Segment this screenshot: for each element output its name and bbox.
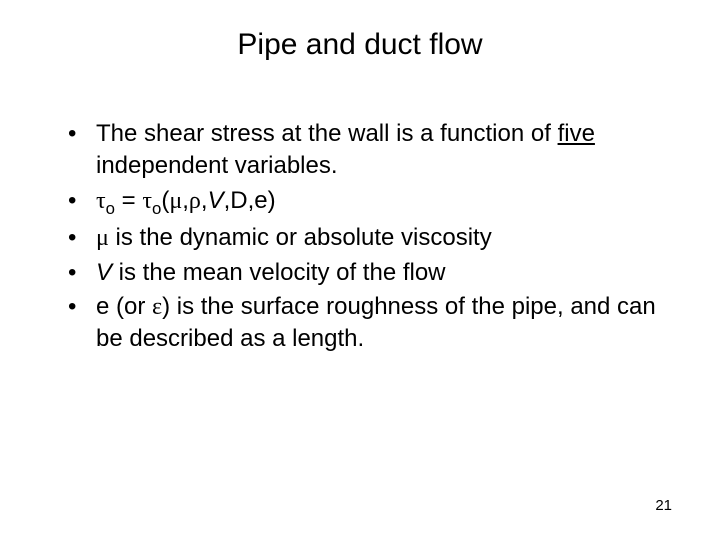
variable-V: V — [96, 259, 112, 286]
page-number: 21 — [655, 497, 672, 514]
slide: Pipe and duct flow The shear stress at t… — [0, 0, 720, 540]
bullet-text: is the dynamic or absolute viscosity — [109, 224, 492, 251]
subscript-o: o — [106, 199, 115, 218]
symbol-tau: τ — [96, 188, 106, 214]
bullet-item: μ is the dynamic or absolute viscosity — [68, 222, 672, 254]
symbol-mu: μ — [96, 225, 109, 251]
symbol-mu: μ — [169, 188, 182, 214]
bullet-item: The shear stress at the wall is a functi… — [68, 118, 672, 183]
comma: , — [201, 187, 208, 214]
bullet-item: V is the mean velocity of the flow — [68, 257, 672, 289]
bullet-item: e (or ε) is the surface roughness of the… — [68, 291, 672, 356]
equals: = — [115, 187, 142, 214]
bullet-text: e (or — [96, 293, 152, 320]
bullet-text: The shear stress at the wall is a functi… — [96, 120, 558, 147]
rest: ,D,e) — [224, 187, 276, 214]
symbol-epsilon: ε — [152, 294, 162, 320]
subscript-o: o — [152, 199, 161, 218]
variable-V: V — [208, 187, 224, 214]
bullet-item: τo = τo(μ,ρ,V,D,e) — [68, 185, 672, 220]
symbol-tau: τ — [142, 188, 152, 214]
bullet-text: independent variables. — [96, 152, 338, 179]
bullet-text: ) is the surface roughness of the pipe, … — [96, 293, 656, 352]
slide-title: Pipe and duct flow — [48, 28, 672, 62]
bullet-text: is the mean velocity of the flow — [112, 259, 446, 286]
symbol-rho: ρ — [189, 188, 201, 214]
comma: , — [182, 187, 189, 214]
underlined-word: five — [558, 120, 595, 147]
bullet-list: The shear stress at the wall is a functi… — [48, 118, 672, 356]
